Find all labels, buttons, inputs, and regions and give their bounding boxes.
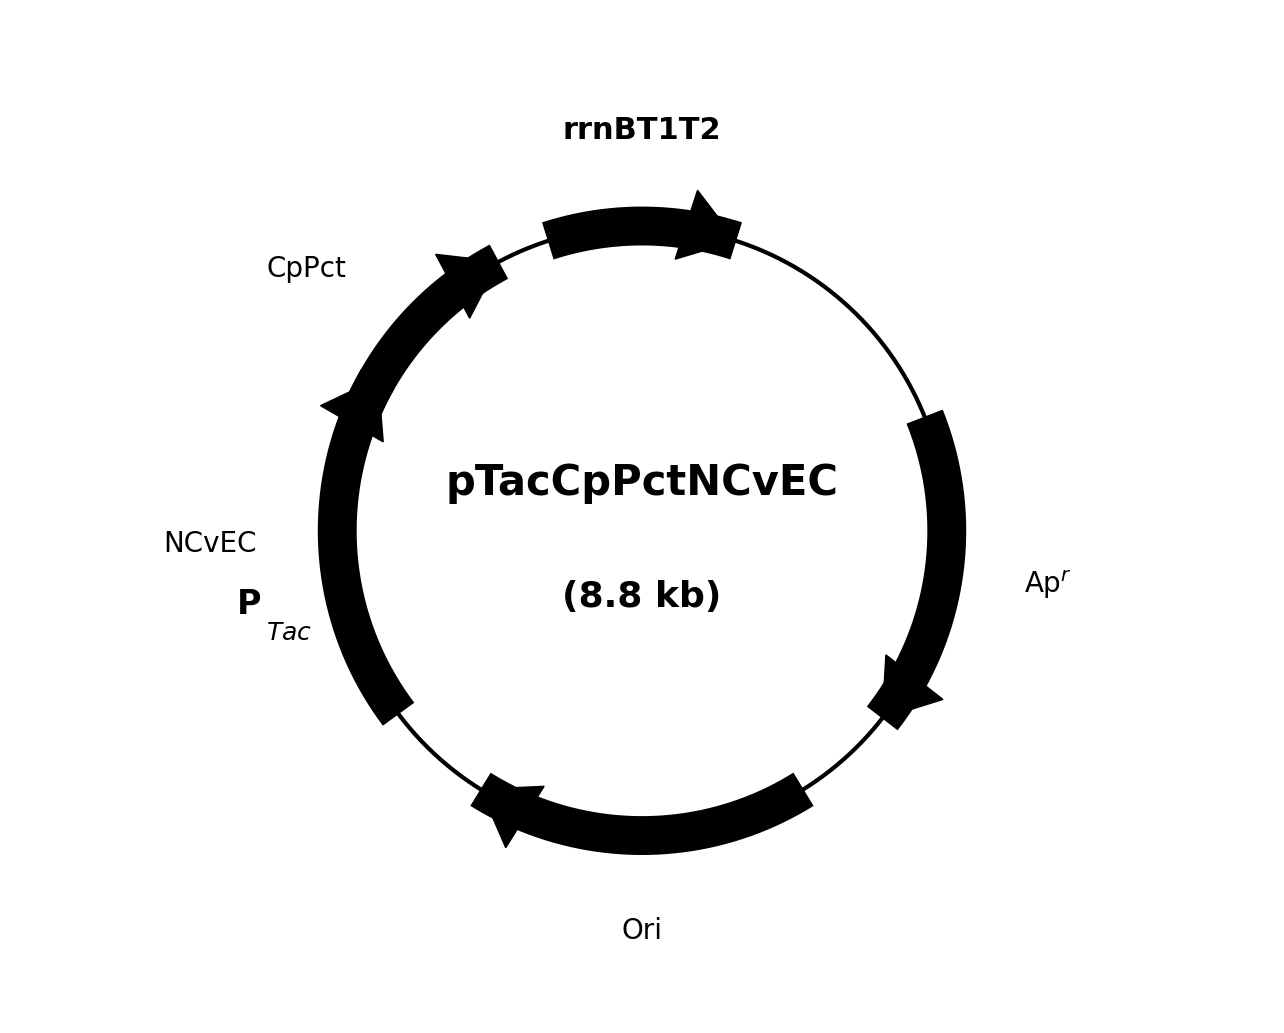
- Polygon shape: [882, 655, 942, 718]
- Text: CpPct: CpPct: [267, 255, 347, 283]
- Polygon shape: [321, 378, 383, 442]
- Text: $\mathbf{P}$: $\mathbf{P}$: [236, 588, 262, 621]
- Text: (8.8 kb): (8.8 kb): [562, 581, 722, 615]
- Text: $\it{Tac}$: $\it{Tac}$: [266, 621, 312, 645]
- Text: rrnBT1T2: rrnBT1T2: [562, 116, 722, 145]
- Text: Ap$^{r}$: Ap$^{r}$: [1023, 568, 1072, 600]
- Polygon shape: [675, 190, 736, 259]
- Polygon shape: [435, 254, 499, 318]
- Text: Ori: Ori: [621, 916, 663, 944]
- Text: NCvEC: NCvEC: [163, 530, 257, 558]
- Text: pTacCpPctNCvEC: pTacCpPctNCvEC: [446, 462, 838, 504]
- Polygon shape: [480, 786, 544, 848]
